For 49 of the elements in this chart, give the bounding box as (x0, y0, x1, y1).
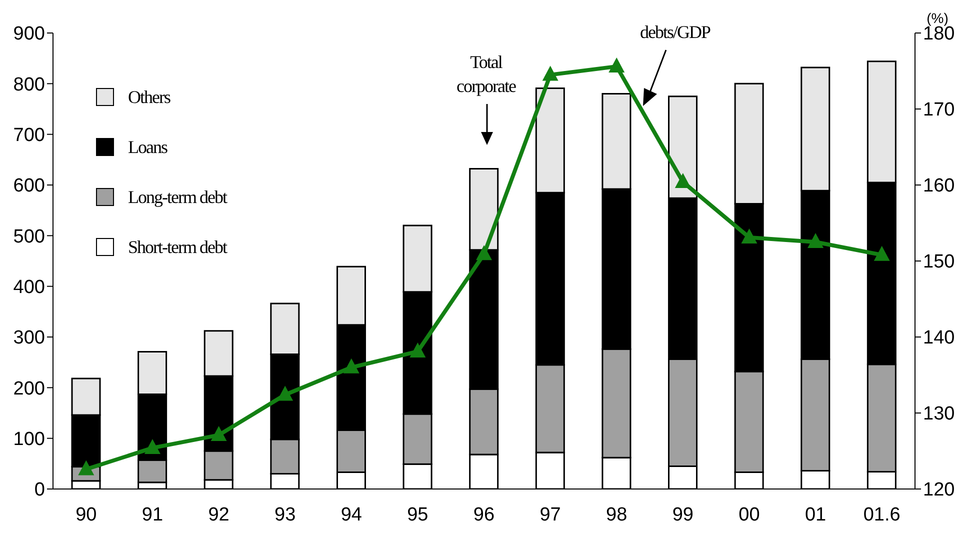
y2-tick-label: 120 (923, 480, 955, 501)
x-tick-label: 01.6 (863, 504, 900, 526)
x-tick-label: 96 (473, 504, 495, 526)
y2-tick-label: 150 (923, 252, 955, 273)
y2-tick-label: 130 (923, 404, 955, 425)
legend-label: Loans (128, 136, 167, 158)
point (874, 246, 890, 261)
x-tick-label: 94 (340, 504, 362, 526)
y-tick-label: 400 (13, 277, 45, 298)
y-tick-label: 800 (13, 74, 45, 96)
annotation: Total corporate (456, 51, 517, 98)
x-tick-label: 97 (540, 504, 561, 526)
y-tick-label: 500 (13, 226, 45, 248)
x-tick-label: 95 (407, 504, 428, 526)
point (78, 460, 94, 476)
x-tick-label: 99 (672, 504, 694, 526)
y-tick-label: 900 (13, 24, 45, 45)
point (608, 57, 625, 72)
y2-tick-label: 170 (923, 100, 955, 121)
x-tick-label: 00 (738, 504, 760, 526)
x-tick-label: 92 (208, 504, 230, 526)
y-tick-label: 700 (13, 125, 45, 146)
legend-label: Others (128, 86, 170, 108)
y2-tick-label: 140 (923, 328, 955, 349)
y-tick-label: 0 (34, 480, 45, 501)
point (476, 245, 492, 260)
x-tick-label: 98 (606, 504, 628, 526)
x-tick-label: 93 (274, 504, 296, 526)
y-tick-label: 300 (13, 328, 45, 349)
point (741, 228, 758, 244)
y-tick-label: 100 (13, 429, 45, 450)
point (808, 233, 824, 248)
y-tick-label: 200 (13, 378, 45, 400)
y2-axis-title: (%) (926, 10, 948, 26)
point (210, 426, 227, 442)
point (277, 386, 294, 401)
x-tick-label: 01 (804, 504, 826, 526)
point (674, 172, 691, 188)
y-tick-label: 600 (13, 176, 45, 197)
series-label: debts/GDP (640, 22, 710, 43)
x-tick-label: 91 (142, 504, 164, 526)
legend-label: Short-term debt (128, 236, 226, 258)
x-tick-label: 90 (76, 504, 97, 526)
point (144, 438, 160, 454)
y2-tick-label: 160 (923, 176, 955, 197)
point (410, 342, 426, 358)
point (343, 358, 360, 374)
legend-label: Long-term debt (128, 186, 226, 208)
point (542, 66, 558, 81)
